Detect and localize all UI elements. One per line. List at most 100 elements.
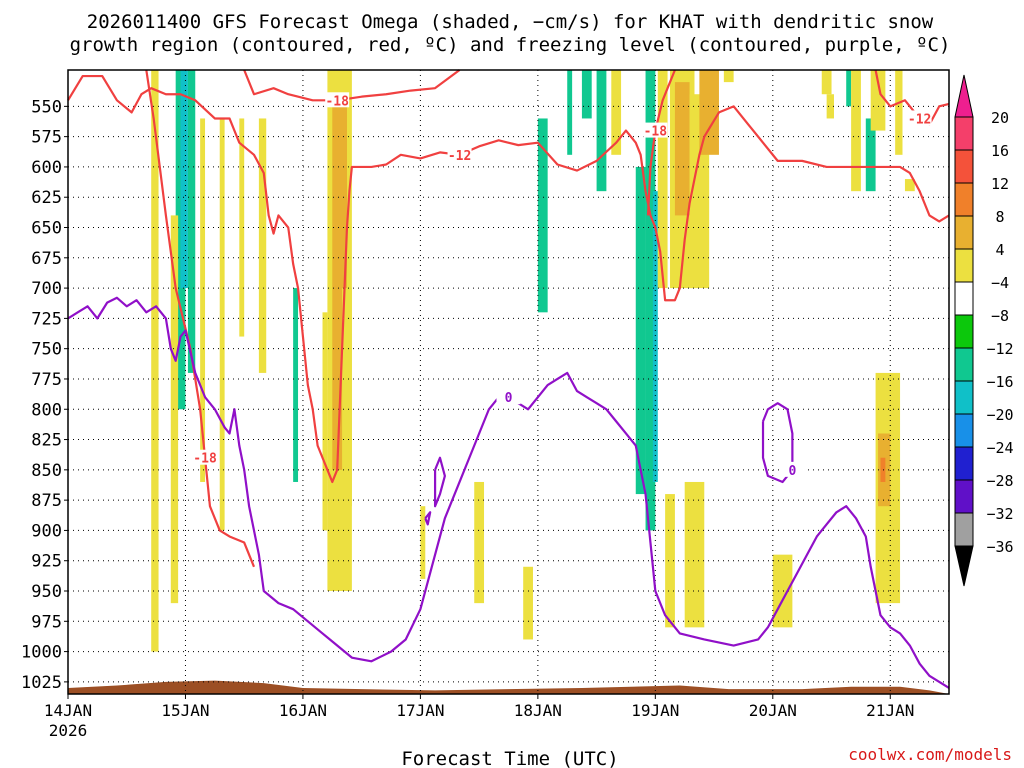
x-tick-label: 17JAN: [396, 701, 444, 720]
omega-shade-cell: [895, 70, 903, 155]
omega-shade-cell: [239, 118, 245, 337]
colorbar-segment: [954, 446, 974, 481]
y-tick-label: 775: [31, 370, 62, 390]
omega-shade-cell: [657, 70, 668, 289]
y-tick-label: 650: [31, 219, 62, 239]
dgz-contour-label-bg: [325, 92, 350, 108]
colorbar-label: 8: [995, 208, 1004, 226]
colorbar-label: −28: [986, 472, 1013, 490]
colorbar-segment: [954, 149, 974, 184]
omega-shade-cell: [652, 191, 658, 482]
x-tick-label: 15JAN: [161, 701, 209, 720]
y-tick-label: 825: [31, 431, 62, 451]
y-tick-label: 975: [31, 612, 62, 632]
y-tick-label: 850: [31, 461, 62, 481]
omega-shading-layer: [151, 70, 915, 652]
chart-title-line1: 2026011400 GFS Forecast Omega (shaded, −…: [87, 11, 934, 33]
y-tick-label: 575: [31, 128, 62, 148]
omega-shade-cell: [674, 82, 690, 216]
freezing-level-contour-label-bg: [780, 461, 805, 477]
omega-shade-cell: [258, 118, 267, 373]
y-tick-label: 800: [31, 400, 62, 420]
colorbar-label: −4: [991, 274, 1009, 292]
contour-layer: -18 -12 -18 -18 -12 0 0: [67, 69, 950, 689]
dgz-contour: [145, 69, 256, 568]
omega-shade-cell: [180, 70, 188, 289]
omega-shade-cell: [420, 506, 426, 579]
x-tick-label: 19JAN: [631, 701, 679, 720]
plot-frame: [67, 69, 950, 695]
colorbar-label: −36: [986, 538, 1013, 556]
colorbar-label: −8: [991, 307, 1009, 325]
colorbar-top-arrow: [954, 74, 974, 118]
x-tick-label: 20JAN: [749, 701, 797, 720]
omega-shade-cell: [170, 215, 179, 604]
colorbar-label: 4: [995, 241, 1004, 259]
colorbar-label: 20: [991, 109, 1009, 127]
omega-shade-cell: [723, 70, 734, 83]
omega-shade-cell: [821, 70, 832, 95]
freezing-level-contour: [424, 511, 432, 526]
dgz-contour-label-bg: [447, 146, 472, 162]
colorbar-segment: [954, 182, 974, 217]
colorbar-segment: [954, 314, 974, 349]
y-tick-label: 700: [31, 279, 62, 299]
y-tick-label: 625: [31, 188, 62, 208]
omega-shade-cell: [699, 70, 719, 155]
y-tick-label: 600: [31, 158, 62, 178]
omega-shade-cell: [665, 494, 675, 628]
dgz-contour-label: -18: [325, 94, 349, 109]
omega-shade-cell: [865, 118, 876, 192]
omega-shade-cell: [537, 118, 548, 313]
omega-shade-cell: [684, 481, 705, 628]
omega-shade-cell: [151, 70, 159, 652]
y-tick-label: 550: [31, 97, 62, 117]
omega-shade-cell: [342, 288, 352, 507]
freezing-level-contour-label-bg: [496, 389, 521, 405]
dgz-contour-label: -18: [193, 452, 217, 467]
x-tick-label: 21JAN: [866, 701, 914, 720]
dgz-contour-label: -12: [908, 112, 931, 127]
omega-shade-cell: [846, 70, 852, 107]
x-tick-label: 14JAN: [44, 701, 92, 720]
dgz-contour-label-bg: [907, 110, 932, 126]
dgz-contour-label-bg: [193, 449, 218, 465]
dgz-contour-label: -18: [644, 125, 668, 140]
credit-text[interactable]: coolwx.com/models: [848, 745, 1012, 764]
colorbar-segment: [954, 413, 974, 448]
y-tick-label: 1025: [21, 673, 62, 693]
omega-shade-cell: [826, 94, 834, 119]
omega-shade-cell: [293, 288, 299, 482]
chart-title-line2: growth region (contoured, red, ºC) and f…: [70, 34, 951, 56]
y-tick-label: 675: [31, 249, 62, 269]
colorbar-label: −16: [986, 373, 1013, 391]
freezing-level-contour-label: 0: [788, 464, 796, 479]
colorbar-segment: [954, 380, 974, 415]
omega-shade-cell: [645, 70, 656, 531]
colorbar-label: −24: [986, 439, 1013, 457]
omega-shade-cell: [772, 554, 793, 628]
omega-shade-cell: [322, 312, 328, 531]
x-tick-sublabel: 2026: [49, 721, 88, 740]
colorbar-segment: [954, 281, 974, 316]
freezing-level-contour-label: 0: [505, 391, 513, 406]
x-tick-label: 18JAN: [514, 701, 562, 720]
omega-shade-cell: [567, 70, 573, 155]
colorbar-label: 12: [991, 175, 1009, 193]
y-tick-label: 725: [31, 309, 62, 329]
freezing-level-contour: [761, 402, 794, 484]
y-axis: 550 575 600 625 650 675 700 725 750 775 800 825 850 8…: [21, 97, 68, 693]
colorbar: 20 16 12 8 4 −4 −8 −12 −16 −20 −24 −28 −32 −36: [954, 74, 1014, 587]
omega-shade-cell: [200, 118, 206, 482]
terrain-band: [68, 680, 949, 694]
y-tick-label: 875: [31, 491, 62, 511]
freezing-level-contour: [433, 456, 446, 508]
colorbar-segment: [954, 347, 974, 382]
colorbar-label: −32: [986, 505, 1013, 523]
colorbar-segment: [954, 512, 974, 547]
omega-shade-cell: [474, 481, 485, 604]
omega-shade-cell: [187, 70, 196, 373]
dgz-contour-label-bg: [643, 122, 668, 138]
dgz-contour: [874, 69, 950, 126]
